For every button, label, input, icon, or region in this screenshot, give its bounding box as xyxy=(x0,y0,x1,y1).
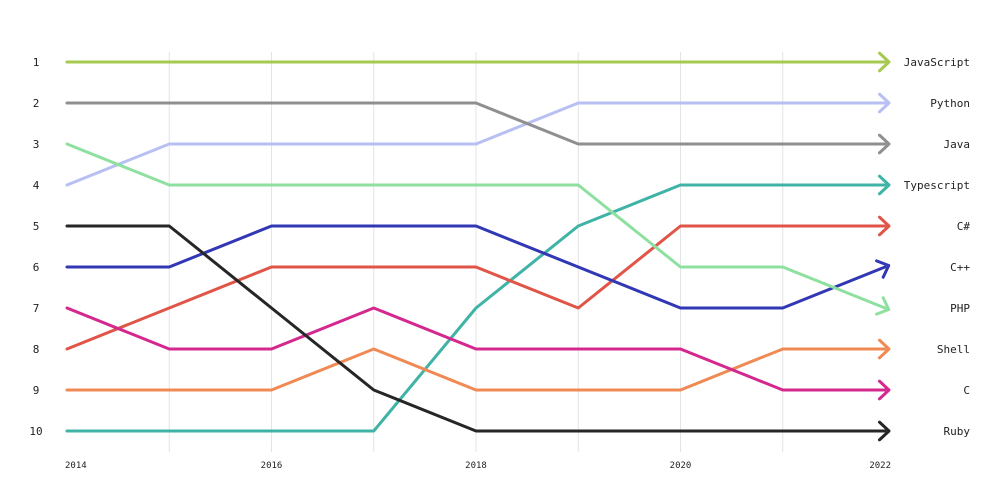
series-arrow-shell xyxy=(877,338,891,360)
series-line-php xyxy=(65,142,887,310)
series-arrow-php xyxy=(875,296,891,316)
series-label-java: Java xyxy=(944,138,971,151)
series-lines xyxy=(65,51,891,442)
year-tick-label: 2016 xyxy=(261,461,283,471)
rank-tick-label: 5 xyxy=(33,220,40,233)
series-label-c: C xyxy=(963,384,970,397)
rank-tick-label: 8 xyxy=(33,343,40,356)
rank-tick-label: 7 xyxy=(33,302,40,315)
series-label-cpp: C++ xyxy=(950,261,970,274)
series-label-shell: Shell xyxy=(937,343,970,356)
grid-lines xyxy=(168,52,784,452)
series-line-c xyxy=(65,306,887,392)
series-line-python xyxy=(65,101,887,187)
y-axis-ticks: 1 2 3 4 5 6 7 8 9 10 xyxy=(29,56,42,438)
rank-tick-label: 9 xyxy=(33,384,40,397)
series-line-typescript xyxy=(65,183,887,433)
series-label-ruby: Ruby xyxy=(944,425,971,438)
series-arrow-javascript xyxy=(877,51,891,73)
rank-tick-label: 2 xyxy=(33,97,40,110)
series-label-javascript: JavaScript xyxy=(904,56,970,69)
series-arrow-java xyxy=(877,133,891,155)
series-line-java xyxy=(65,101,887,146)
rank-tick-label: 1 xyxy=(33,56,40,69)
series-arrow-ruby xyxy=(877,420,891,442)
series-label-python: Python xyxy=(930,97,970,110)
series-arrow-python xyxy=(877,92,891,114)
series-label-c-sharp: C# xyxy=(957,220,971,233)
series-line-shell xyxy=(65,347,887,392)
series-arrow-c xyxy=(877,379,891,401)
series-labels: JavaScript Python Java Typescript C# C++ PHP Sh… xyxy=(904,56,971,438)
year-tick-label: 2014 xyxy=(65,461,87,471)
rank-tick-label: 4 xyxy=(33,179,40,192)
rank-tick-label: 6 xyxy=(33,261,40,274)
series-line-c-sharp xyxy=(65,224,887,351)
year-tick-label: 2022 xyxy=(869,461,891,471)
year-tick-label: 2020 xyxy=(670,461,692,471)
series-arrow-typescript xyxy=(877,174,891,196)
series-label-php: PHP xyxy=(950,302,970,315)
series-line-ruby xyxy=(65,224,887,433)
series-label-typescript: Typescript xyxy=(904,179,970,192)
rank-tick-label: 10 xyxy=(29,425,42,438)
rank-tick-label: 3 xyxy=(33,138,40,151)
year-tick-label: 2018 xyxy=(465,461,487,471)
series-arrow-cpp xyxy=(875,259,891,279)
series-arrow-c-sharp xyxy=(877,215,891,237)
x-axis-ticks: 2014 2016 2018 2020 2022 xyxy=(65,461,891,471)
